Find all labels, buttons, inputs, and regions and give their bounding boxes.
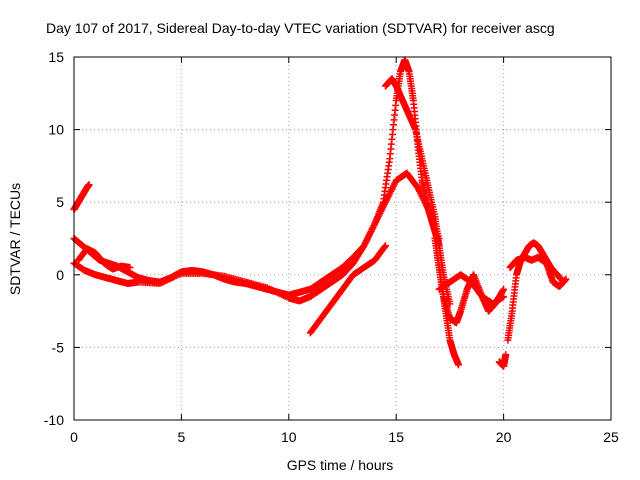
x-tick-label: 20 <box>496 429 512 445</box>
y-axis-label: SDTVAR / TECUs <box>7 183 23 295</box>
x-tick-label: 25 <box>603 429 619 445</box>
y-tick-label: 15 <box>48 49 64 65</box>
y-tick-label: 10 <box>48 122 64 138</box>
x-tick-label: 10 <box>281 429 297 445</box>
data-point <box>502 351 510 359</box>
x-axis-label: GPS time / hours <box>287 457 394 473</box>
data-point <box>454 361 462 369</box>
series-post-peak-b <box>433 249 462 369</box>
x-tick-label: 0 <box>70 429 78 445</box>
data-point <box>126 264 134 272</box>
series-night-dip <box>306 242 389 337</box>
data-point <box>381 243 389 251</box>
data-point <box>85 181 93 189</box>
y-tick-label: 0 <box>56 267 64 283</box>
data-point <box>381 242 389 250</box>
grid-lines <box>74 57 611 420</box>
series-baseline-upper <box>70 56 443 299</box>
series-baseline-lower <box>70 169 443 305</box>
data-point <box>500 293 508 301</box>
x-tick-label: 5 <box>178 429 186 445</box>
plot-frame <box>73 56 612 421</box>
data-point <box>500 285 508 293</box>
y-tick-label: -10 <box>44 412 64 428</box>
series-post-peak-c <box>435 271 508 308</box>
data-point <box>562 275 570 283</box>
series-early-spike <box>70 181 93 213</box>
series-early-loops <box>74 245 134 273</box>
x-tick-label: 15 <box>388 429 404 445</box>
series-late-drop <box>495 351 510 370</box>
chart-title: Day 107 of 2017, Sidereal Day-to-day VTE… <box>46 20 555 36</box>
data-points <box>70 56 570 370</box>
series-late-tail <box>506 253 570 290</box>
y-tick-label: 5 <box>56 194 64 210</box>
y-tick-label: -5 <box>52 339 65 355</box>
